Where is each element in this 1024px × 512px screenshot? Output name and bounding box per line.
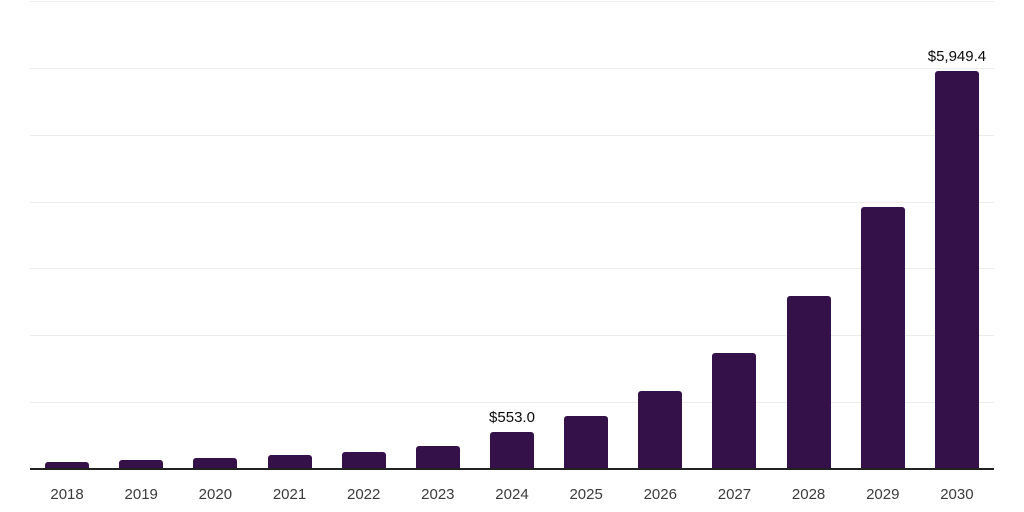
x-tick-label-2029: 2029: [866, 486, 900, 503]
bar-2030[interactable]: [934, 71, 979, 469]
bar-2027[interactable]: [712, 353, 757, 469]
bar-2022[interactable]: [341, 451, 386, 469]
x-tick-label-2027: 2027: [717, 486, 752, 503]
gridline-1000: [30, 402, 994, 404]
x-tick-label-2022: 2022: [346, 486, 381, 503]
x-tick-label-2018: 2018: [50, 486, 84, 503]
gridline-5000: [30, 134, 994, 136]
x-tick-label-2024: 2024: [495, 486, 529, 503]
bar-2020[interactable]: [193, 457, 238, 469]
bar-2023[interactable]: [415, 445, 460, 469]
x-axis-line: [30, 468, 994, 470]
x-tick-label-2020: 2020: [198, 486, 233, 503]
x-tick-label-2026: 2026: [643, 486, 677, 503]
x-tick-label-2021: 2021: [272, 486, 307, 503]
x-tick-label-2019: 2019: [124, 486, 158, 503]
bar-value-label-2030: $5,949.4: [927, 48, 987, 66]
bar-2025[interactable]: [564, 416, 609, 469]
bar-2024[interactable]: [490, 432, 534, 469]
x-tick-label-2028: 2028: [791, 486, 826, 503]
bar-value-label-2024: $553.0: [489, 409, 535, 427]
gridline-3000: [30, 268, 994, 270]
bar-2021[interactable]: [267, 454, 312, 469]
gridline-2000: [30, 335, 994, 337]
gridline-7000: [30, 1, 994, 2]
bar-2029[interactable]: [860, 206, 905, 469]
bar-2019[interactable]: [119, 459, 164, 469]
bar-2018[interactable]: [45, 462, 90, 469]
x-tick-label-2025: 2025: [569, 486, 603, 503]
x-tick-label-2023: 2023: [421, 486, 455, 503]
gridline-4000: [30, 201, 994, 203]
x-tick-label-2030: 2030: [940, 486, 974, 503]
bar-2026[interactable]: [638, 391, 683, 469]
gridline-6000: [30, 67, 994, 69]
bar-2028[interactable]: [786, 295, 831, 469]
